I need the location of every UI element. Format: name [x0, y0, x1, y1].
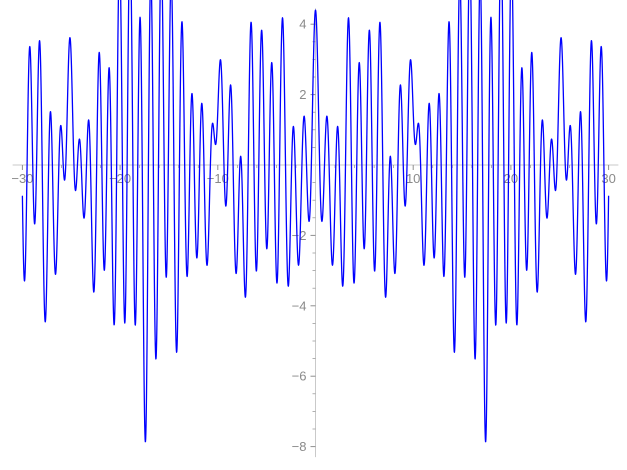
x-axis-tick-label: −20: [109, 171, 131, 186]
x-axis-tick-label: 10: [406, 171, 420, 186]
y-axis-tick-label: −6: [292, 369, 307, 384]
y-axis-tick-label: 4: [299, 17, 306, 32]
x-axis-tick-label: 20: [504, 171, 518, 186]
y-axis-tick-label: −8: [292, 439, 307, 454]
y-axis-tick-label: −2: [292, 228, 307, 243]
y-axis-tick-label: −4: [292, 298, 307, 313]
y-axis-tick-label: 2: [299, 87, 306, 102]
function-curve: [21, 0, 610, 443]
x-axis-tick-label: −10: [207, 171, 229, 186]
x-axis-tick-label: −30: [11, 171, 33, 186]
x-axis-tick-label: 30: [601, 171, 615, 186]
